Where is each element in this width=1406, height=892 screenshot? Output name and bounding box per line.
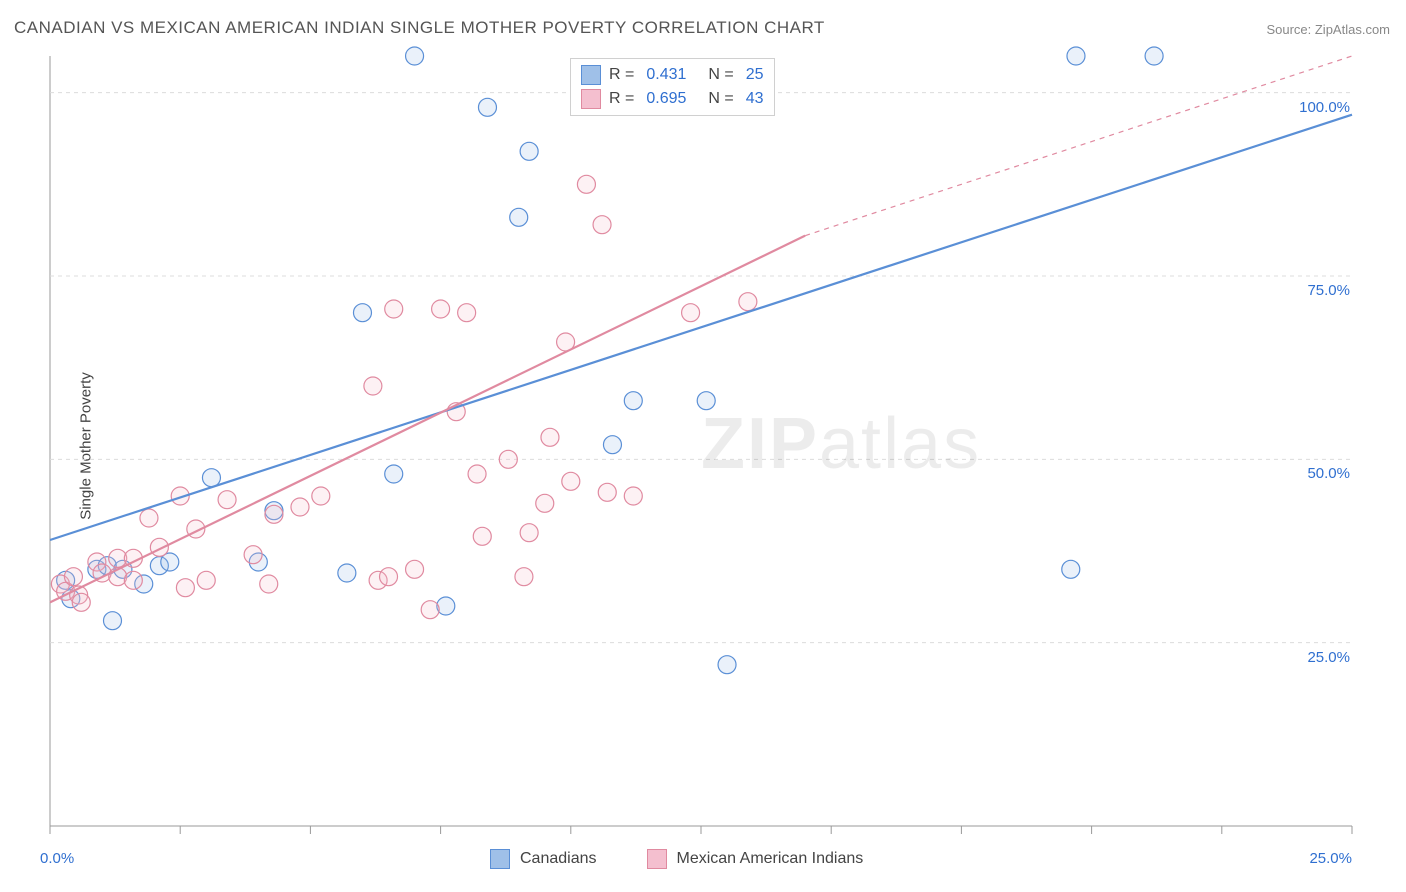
y-tick-label: 75.0% (1307, 282, 1350, 299)
legend-n-label: N = (708, 90, 733, 108)
legend-r-value-0: 0.431 (646, 66, 686, 84)
legend-n-value-1: 43 (746, 90, 764, 108)
legend-r-label: R = (609, 66, 634, 84)
legend-r-label: R = (609, 90, 634, 108)
x-tick-label: 25.0% (1309, 850, 1352, 867)
legend-row-series-1: R = 0.695 N = 43 (581, 87, 764, 111)
legend-label-series-0: Canadians (520, 850, 597, 868)
legend-swatch-series-0 (490, 849, 510, 869)
legend-swatch-series-1 (647, 849, 667, 869)
legend-swatch-0 (581, 65, 601, 85)
y-tick-label: 100.0% (1299, 99, 1350, 116)
legend-r-value-1: 0.695 (646, 90, 686, 108)
series-legend: Canadians Mexican American Indians (490, 849, 863, 869)
x-tick-label: 0.0% (40, 850, 74, 867)
y-tick-label: 50.0% (1307, 465, 1350, 482)
scatter-chart (0, 0, 1406, 892)
legend-label-series-1: Mexican American Indians (677, 850, 864, 868)
y-tick-label: 25.0% (1307, 649, 1350, 666)
legend-n-label: N = (708, 66, 733, 84)
legend-swatch-1 (581, 89, 601, 109)
correlation-legend: R = 0.431 N = 25 R = 0.695 N = 43 (570, 58, 775, 116)
legend-n-value-0: 25 (746, 66, 764, 84)
legend-row-series-0: R = 0.431 N = 25 (581, 63, 764, 87)
